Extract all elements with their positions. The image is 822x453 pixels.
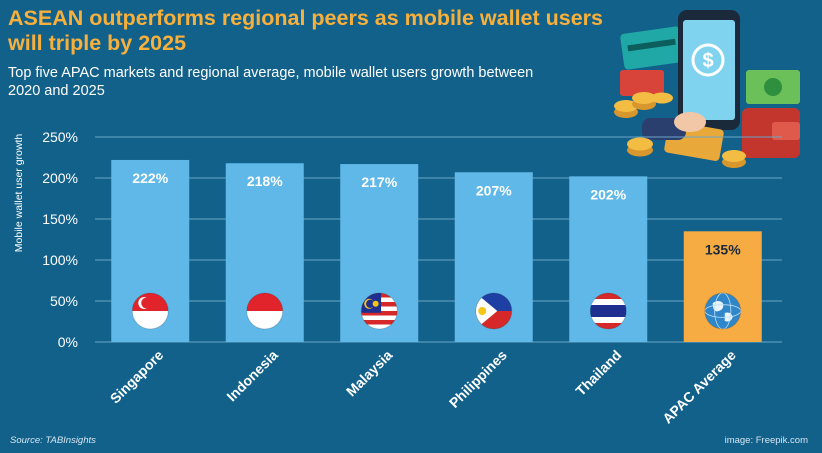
- x-axis-labels: Singapore Indonesia Malaysia Philippines Tha…: [107, 347, 739, 427]
- chart-subtitle: Top five APAC markets and regional avera…: [8, 65, 534, 99]
- x-tick-label: Malaysia: [343, 347, 396, 400]
- x-tick-label: APAC Average: [659, 347, 739, 427]
- y-tick-label: 250%: [42, 129, 78, 145]
- data-label: 207%: [476, 182, 512, 198]
- y-tick-label: 200%: [42, 170, 78, 186]
- grid-lines: [95, 136, 782, 343]
- x-tick-label: Thailand: [572, 347, 624, 399]
- mobile-wallet-illustration: $: [614, 10, 800, 168]
- philippines-flag-icon: [475, 292, 513, 330]
- data-label: 217%: [361, 174, 397, 190]
- y-axis-ticks: 0% 50% 100% 150% 200% 250%: [42, 129, 78, 350]
- y-tick-label: 0%: [58, 334, 78, 350]
- x-tick-label: Singapore: [107, 347, 167, 407]
- data-label: 202%: [590, 186, 626, 202]
- data-label: 222%: [132, 170, 168, 186]
- thailand-flag-icon: [589, 292, 627, 330]
- y-tick-label: 50%: [50, 293, 78, 309]
- malaysia-flag-icon: [360, 292, 398, 330]
- image-credit: image: Freepik.com: [724, 435, 808, 446]
- x-tick-label: Philippines: [446, 347, 510, 411]
- x-tick-label: Indonesia: [223, 347, 281, 405]
- data-label: 135%: [705, 241, 741, 257]
- y-tick-label: 100%: [42, 252, 78, 268]
- y-tick-label: 150%: [42, 211, 78, 227]
- chart-title: ASEAN outperforms regional peers as mobi…: [8, 6, 604, 55]
- singapore-flag-icon: [131, 292, 169, 330]
- bar-icons: [131, 292, 742, 330]
- y-axis-title: Mobile wallet user growth: [13, 134, 25, 253]
- indonesia-flag-icon: [246, 292, 284, 330]
- globe-icon: [704, 292, 742, 330]
- svg-text:$: $: [702, 50, 713, 72]
- bars: 222% 218% 217% 207% 202% 135%: [111, 159, 762, 342]
- data-label: 218%: [247, 173, 283, 189]
- source-note: Source: TABInsights: [10, 435, 96, 446]
